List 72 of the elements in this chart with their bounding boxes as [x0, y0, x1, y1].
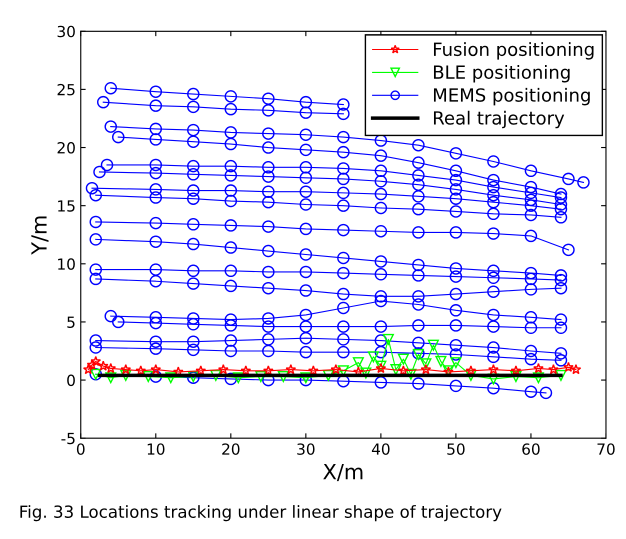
legend-label: Fusion positioning	[434, 42, 594, 60]
point	[105, 372, 116, 384]
point	[398, 365, 409, 376]
point	[165, 372, 176, 384]
point	[322, 370, 334, 381]
point	[255, 371, 266, 382]
point	[398, 354, 409, 365]
point	[240, 365, 252, 376]
y-tick-label: -5	[61, 432, 75, 444]
point	[218, 364, 229, 374]
x-tick-label: 10	[148, 443, 164, 455]
point	[428, 340, 439, 351]
point	[420, 364, 432, 374]
point	[548, 364, 559, 374]
point	[352, 357, 364, 368]
legend-label: MEMS positioning	[434, 88, 590, 106]
point	[263, 365, 274, 376]
point	[510, 371, 522, 382]
point	[466, 365, 476, 376]
x-tick-label: 0	[76, 443, 85, 455]
point	[232, 372, 244, 384]
point	[82, 364, 94, 374]
point	[120, 364, 132, 374]
point	[420, 358, 432, 370]
point	[300, 372, 312, 384]
y-tick-label: 15	[58, 200, 75, 212]
x-tick-label: 20	[222, 443, 240, 455]
caption: Fig. 33 Locations tracking under linear shape of trajectory	[20, 505, 502, 522]
point	[382, 334, 394, 345]
point	[195, 365, 206, 376]
y-tick-label: 0	[67, 374, 75, 386]
point	[570, 364, 582, 374]
point	[435, 356, 446, 368]
point	[120, 370, 132, 381]
point	[105, 362, 116, 374]
point	[532, 372, 544, 384]
point	[86, 359, 98, 370]
y-axis-title: Y/m	[31, 216, 48, 255]
x-tick-label: 50	[447, 443, 465, 455]
point	[142, 371, 154, 382]
point	[90, 356, 102, 366]
point	[390, 364, 402, 376]
point	[450, 357, 462, 368]
point	[368, 351, 379, 362]
x-tick-label: 40	[372, 443, 390, 455]
point	[286, 364, 296, 374]
x-tick-label: 60	[522, 443, 540, 455]
point	[533, 362, 544, 374]
point	[338, 365, 349, 376]
point	[510, 365, 522, 376]
point	[563, 362, 574, 372]
point	[150, 364, 162, 374]
x-tick-label: 30	[297, 443, 315, 455]
point	[360, 368, 372, 379]
legend-label: Real trajectory	[434, 110, 564, 128]
point	[405, 368, 416, 380]
y-tick-label: 30	[58, 26, 75, 38]
point	[278, 371, 289, 382]
y-tick-label: 20	[58, 142, 75, 154]
legend-label: BLE positioning	[434, 64, 570, 82]
point	[210, 370, 222, 381]
point	[555, 370, 567, 381]
point	[135, 365, 146, 376]
x-tick-label: 70	[598, 443, 615, 455]
point	[308, 365, 319, 376]
y-tick-label: 25	[58, 84, 75, 96]
point	[330, 364, 342, 374]
point	[98, 360, 109, 371]
x-axis-title: X/m	[323, 464, 362, 482]
y-tick-label: 10	[58, 258, 75, 270]
point	[488, 364, 499, 374]
y-tick-label: 5	[67, 316, 75, 328]
